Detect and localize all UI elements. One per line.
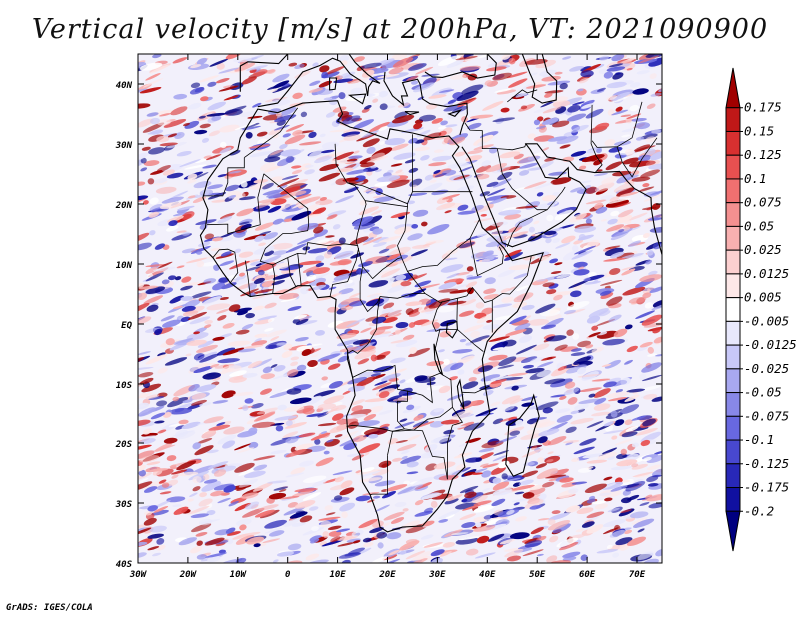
colorbar-label: -0.025 xyxy=(744,361,789,376)
longitude-axis: 30W 20W 10W 0 10E 20E 30E 40E 50E 60E 70E xyxy=(129,54,646,580)
lon-tick-label: 50E xyxy=(529,570,546,580)
colorbar-label: 0.15 xyxy=(744,123,774,138)
colorbar-swatch xyxy=(725,154,741,180)
colorbar-swatch xyxy=(725,368,741,394)
colorbar-label: -0.005 xyxy=(744,313,789,328)
colorbar-swatch xyxy=(725,273,741,299)
lat-tick-label: 20S xyxy=(115,440,133,450)
colorbar-swatch xyxy=(725,320,741,346)
lon-tick-label: 70E xyxy=(629,570,646,580)
lat-tick-label: 40S xyxy=(116,560,133,570)
lon-tick-label: 40E xyxy=(479,570,496,580)
colorbar-label: 0.05 xyxy=(744,218,774,233)
lat-tick-label: 10N xyxy=(116,261,133,271)
colorbar-label: -0.2 xyxy=(744,503,774,518)
colorbar-swatch xyxy=(725,107,741,132)
colorbar-label: -0.05 xyxy=(744,385,782,400)
colorbar-swatch xyxy=(725,297,741,322)
lon-tick-label: 10W xyxy=(230,570,248,580)
colorbar-swatch xyxy=(725,510,741,552)
colorbar-swatch xyxy=(725,178,741,204)
colorbar-swatch xyxy=(725,225,741,251)
lon-tick-label: 10E xyxy=(329,570,346,580)
colorbar-label: -0.175 xyxy=(744,480,789,495)
colorbar-swatch xyxy=(725,439,741,465)
colorbar-swatch xyxy=(725,344,741,370)
colorbar-swatch xyxy=(725,67,741,109)
map-title: Vertical velocity [m/s] at 200hPa, VT: 2… xyxy=(31,14,769,45)
colorbar-swatch xyxy=(725,463,741,489)
lon-tick-label: 20E xyxy=(378,570,396,580)
lat-tick-label: 20N xyxy=(115,201,133,211)
map-frame xyxy=(137,53,663,564)
colorbar-swatch xyxy=(725,392,741,417)
colorbar-label: 0.005 xyxy=(744,290,782,305)
colorbar-swatch xyxy=(725,202,741,227)
colorbar-label: -0.125 xyxy=(744,456,789,471)
colorbar-label: 0.0125 xyxy=(744,266,789,281)
lat-tick-label: 30N xyxy=(115,141,133,151)
lat-tick-label: 40N xyxy=(116,81,133,91)
lon-tick-label: 0 xyxy=(285,570,291,580)
lon-tick-label: 60E xyxy=(579,570,596,580)
colorbar-swatch xyxy=(725,249,741,275)
lon-tick-label: 30E xyxy=(428,570,446,580)
colorbar-label: 0.075 xyxy=(744,195,782,210)
colorbar-swatch xyxy=(725,415,741,441)
lat-tick-label: EQ xyxy=(121,321,132,331)
colorbar: 0.175 0.15 0.125 0.1 0.075 0.05 0.025 0.0125 0.0… xyxy=(725,67,797,552)
lon-tick-label: 30W xyxy=(129,570,148,580)
colorbar-swatch xyxy=(725,130,741,156)
grads-credit: GrADS: IGES/COLA xyxy=(6,603,93,613)
lat-tick-label: 30S xyxy=(115,500,133,510)
colorbar-swatch xyxy=(725,487,741,512)
colorbar-label: 0.175 xyxy=(744,100,782,115)
vertical-velocity-field xyxy=(138,54,662,563)
lat-tick-label: 10S xyxy=(116,381,133,391)
colorbar-label: -0.075 xyxy=(744,408,789,423)
colorbar-label: -0.0125 xyxy=(744,337,797,352)
colorbar-label: 0.125 xyxy=(744,147,782,162)
latitude-axis: 40N 30N 20N 10N EQ 10S 20S 30S 40S xyxy=(115,81,662,570)
colorbar-label: 0.025 xyxy=(744,242,782,257)
lon-tick-label: 20W xyxy=(179,570,198,580)
colorbar-label: -0.1 xyxy=(744,432,774,447)
colorbar-label: 0.1 xyxy=(744,171,767,186)
coastlines-and-borders xyxy=(199,54,662,533)
